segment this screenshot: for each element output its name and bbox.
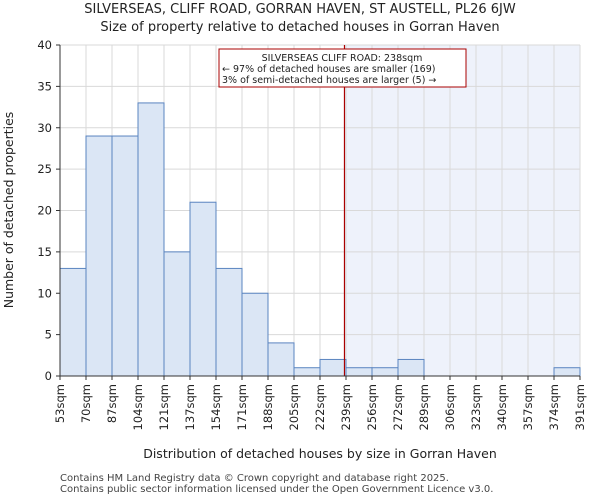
x-tick-label: 306sqm [443, 384, 457, 430]
annotation-box [218, 48, 467, 88]
x-tick-label: 137sqm [183, 384, 197, 430]
x-tick-label: 104sqm [131, 384, 145, 430]
x-tick-label: 121sqm [157, 384, 171, 430]
y-tick-label: 25 [37, 162, 52, 176]
x-tick-label: 323sqm [469, 384, 483, 430]
y-axis-label: Number of detached properties [1, 112, 16, 309]
bar [345, 367, 373, 377]
y-tick-label: 40 [37, 38, 52, 52]
x-tick-label: 256sqm [365, 384, 379, 430]
bar [319, 358, 347, 377]
x-tick-label: 340sqm [495, 384, 509, 430]
y-tick-label: 5 [45, 328, 52, 342]
bar [163, 251, 191, 377]
x-tick-label: 357sqm [521, 384, 535, 430]
bar [189, 201, 217, 377]
bar [85, 135, 113, 377]
x-axis-label: Distribution of detached houses by size … [143, 446, 497, 461]
chart-subtitle: Size of property relative to detached ho… [100, 20, 500, 35]
y-tick-label: 30 [37, 121, 52, 135]
bar [553, 367, 581, 377]
chart-title: SILVERSEAS, CLIFF ROAD, GORRAN HAVEN, ST… [84, 2, 516, 17]
footer-line-1: Contains HM Land Registry data © Crown c… [60, 473, 449, 484]
x-tick-label: 239sqm [339, 384, 353, 430]
bar [293, 367, 321, 377]
bar [397, 358, 425, 377]
y-tick-label: 35 [37, 79, 52, 93]
x-tick-label: 154sqm [209, 384, 223, 430]
x-tick-label: 272sqm [391, 384, 405, 430]
bar [267, 342, 295, 377]
y-tick-label: 10 [37, 286, 52, 300]
bar [371, 367, 399, 377]
y-tick-label: 15 [37, 245, 52, 259]
x-tick-label: 289sqm [417, 384, 431, 430]
x-tick-label: 87sqm [105, 384, 119, 423]
x-tick-label: 205sqm [287, 384, 301, 430]
bars [59, 102, 581, 377]
bar [59, 267, 87, 377]
bar [137, 102, 165, 377]
x-tick-label: 391sqm [573, 384, 587, 430]
x-tick-label: 374sqm [547, 384, 561, 430]
x-tick-label: 70sqm [79, 384, 93, 423]
y-tick-label: 20 [37, 204, 52, 218]
annotation-line-1: SILVERSEAS CLIFF ROAD: 238sqm [262, 53, 423, 64]
bar [111, 135, 139, 377]
bar [215, 267, 243, 377]
x-tick-labels: 53sqm 70sqm 87sqm 104sqm 121sqm 137sqm 154sqm 1… [53, 384, 587, 430]
bar [241, 292, 269, 377]
y-tick-labels: 0 5 10 15 20 25 30 35 40 [37, 38, 52, 383]
marker-annotation: SILVERSEAS CLIFF ROAD: 238sqm ← 97% of d… [218, 48, 467, 88]
x-tick-label: 188sqm [261, 384, 275, 430]
x-tick-label: 53sqm [53, 384, 67, 423]
annotation-line-3: 3% of semi-detached houses are larger (5… [222, 75, 436, 86]
x-tick-label: 222sqm [313, 384, 327, 430]
axes [56, 44, 581, 380]
footer-line-2: Contains public sector information licen… [60, 484, 494, 495]
annotation-line-2: ← 97% of detached houses are smaller (16… [222, 64, 435, 75]
y-tick-label: 0 [45, 369, 52, 383]
x-tick-label: 171sqm [235, 384, 249, 430]
